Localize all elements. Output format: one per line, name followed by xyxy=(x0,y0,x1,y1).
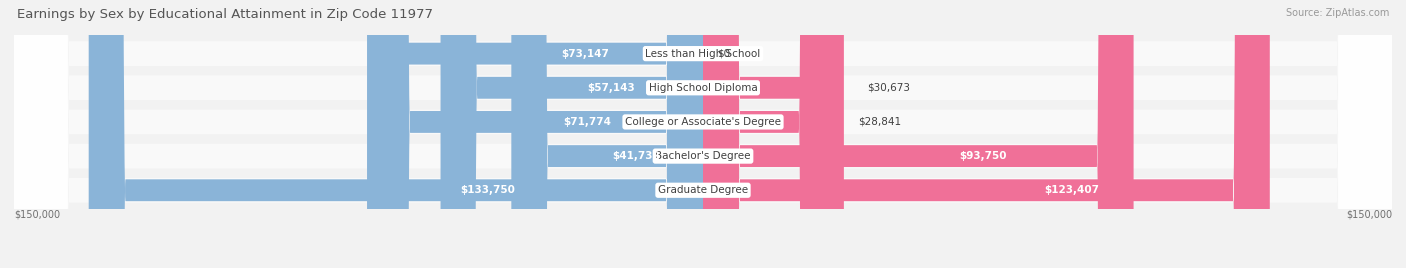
Text: Source: ZipAtlas.com: Source: ZipAtlas.com xyxy=(1285,8,1389,18)
FancyBboxPatch shape xyxy=(703,0,1133,268)
FancyBboxPatch shape xyxy=(89,0,703,268)
Text: $150,000: $150,000 xyxy=(1346,209,1392,219)
Text: $30,673: $30,673 xyxy=(868,83,910,93)
FancyBboxPatch shape xyxy=(14,0,1392,268)
Text: Bachelor's Degree: Bachelor's Degree xyxy=(655,151,751,161)
Text: Less than High School: Less than High School xyxy=(645,49,761,59)
Text: $123,407: $123,407 xyxy=(1043,185,1099,195)
FancyBboxPatch shape xyxy=(14,0,1392,268)
FancyBboxPatch shape xyxy=(703,0,1270,268)
FancyBboxPatch shape xyxy=(14,0,1392,268)
FancyBboxPatch shape xyxy=(703,0,835,268)
Text: Graduate Degree: Graduate Degree xyxy=(658,185,748,195)
FancyBboxPatch shape xyxy=(512,0,703,268)
FancyBboxPatch shape xyxy=(14,0,1392,268)
Text: $71,774: $71,774 xyxy=(564,117,612,127)
FancyBboxPatch shape xyxy=(440,0,703,268)
Text: $93,750: $93,750 xyxy=(959,151,1007,161)
Text: $41,732: $41,732 xyxy=(612,151,659,161)
Text: $73,147: $73,147 xyxy=(561,49,609,59)
Text: Earnings by Sex by Educational Attainment in Zip Code 11977: Earnings by Sex by Educational Attainmen… xyxy=(17,8,433,21)
Text: $57,143: $57,143 xyxy=(588,83,636,93)
Text: $0: $0 xyxy=(717,49,730,59)
Text: $133,750: $133,750 xyxy=(461,185,516,195)
FancyBboxPatch shape xyxy=(703,0,844,268)
Text: $150,000: $150,000 xyxy=(14,209,60,219)
Text: $28,841: $28,841 xyxy=(859,117,901,127)
FancyBboxPatch shape xyxy=(367,0,703,268)
FancyBboxPatch shape xyxy=(14,0,1392,268)
FancyBboxPatch shape xyxy=(374,0,703,268)
Text: College or Associate's Degree: College or Associate's Degree xyxy=(626,117,780,127)
Text: High School Diploma: High School Diploma xyxy=(648,83,758,93)
